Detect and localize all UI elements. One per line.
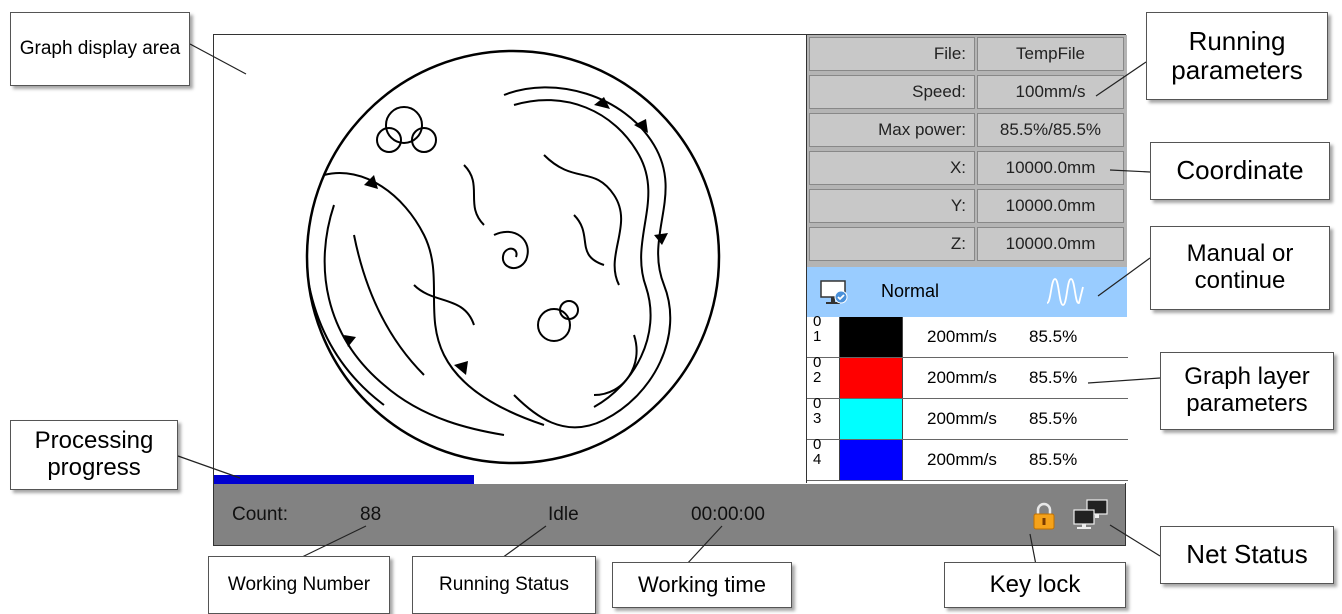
layer-speed: 200mm/s [927,450,997,469]
callout-graph-display-area: Graph display area [10,12,190,86]
network-computers-icon [1073,499,1108,529]
callout-processing-progress: Processing progress [10,420,178,490]
param-value: 100mm/s [977,75,1124,109]
status-bar: Count: 88 Idle 00:00:00 [214,484,1125,545]
wave-icon [1046,278,1084,306]
working-time: 00:00:00 [691,504,765,525]
running-parameters-panel: File: TempFile Speed: 100mm/s Max power:… [806,35,1127,267]
callout-key-lock: Key lock [944,562,1126,608]
mode-label: Normal [881,281,940,301]
callout-manual-or-continue: Manual or continue [1150,226,1330,310]
callout-running-status: Running Status [412,556,596,614]
layer-power: 85.5% [1029,327,1078,346]
callout-net-status: Net Status [1160,526,1334,584]
layer-color-swatch [839,440,903,480]
param-value: 85.5%/85.5% [977,113,1124,147]
layer-power: 85.5% [1029,409,1078,428]
processing-progress-bar [214,475,806,484]
layer-color-swatch [839,358,903,398]
param-row-x: X: 10000.0mm [807,149,1128,187]
layer-power: 85.5% [1029,450,1078,469]
param-label: X: [809,151,975,185]
callout-working-time: Working time [612,562,792,608]
padlock-icon[interactable] [1032,502,1056,530]
param-row-z: Z: 10000.0mm [807,225,1128,263]
layer-speed: 200mm/s [927,409,997,428]
param-label: Max power: [809,113,975,147]
param-label: File: [809,37,975,71]
param-label: Z: [809,227,975,261]
layer-speed: 200mm/s [927,327,997,346]
param-row-y: Y: 10000.0mm [807,187,1128,225]
callout-running-parameters: Running parameters [1146,12,1328,100]
param-value: 10000.0mm [977,189,1124,223]
param-value: 10000.0mm [977,227,1124,261]
param-row-file: File: TempFile [807,35,1128,73]
param-value: TempFile [977,37,1124,71]
callout-graph-layer-parameters: Graph layer parameters [1160,352,1334,430]
engraving-preview-image [305,49,721,465]
layer-color-swatch [839,399,903,439]
running-status: Idle [548,504,579,525]
callout-coordinate: Coordinate [1150,142,1330,200]
progress-fill [214,475,475,484]
param-label: Y: [809,189,975,223]
callout-working-number: Working Number [208,556,390,614]
count-label: Count: [232,504,288,525]
graph-display-area[interactable] [214,35,806,483]
param-row-speed: Speed: 100mm/s [807,73,1128,111]
layer-power: 85.5% [1029,368,1078,387]
manual-continue-mode-bar[interactable]: Normal [806,267,1127,317]
monitor-check-icon [820,280,848,304]
working-number: 88 [360,504,382,525]
layer-color-swatch [839,317,903,357]
layer-speed: 200mm/s [927,368,997,387]
param-label: Speed: [809,75,975,109]
controller-screen: File: TempFile Speed: 100mm/s Max power:… [213,34,1128,546]
param-row-max-power: Max power: 85.5%/85.5% [807,111,1128,149]
param-value: 10000.0mm [977,151,1124,185]
